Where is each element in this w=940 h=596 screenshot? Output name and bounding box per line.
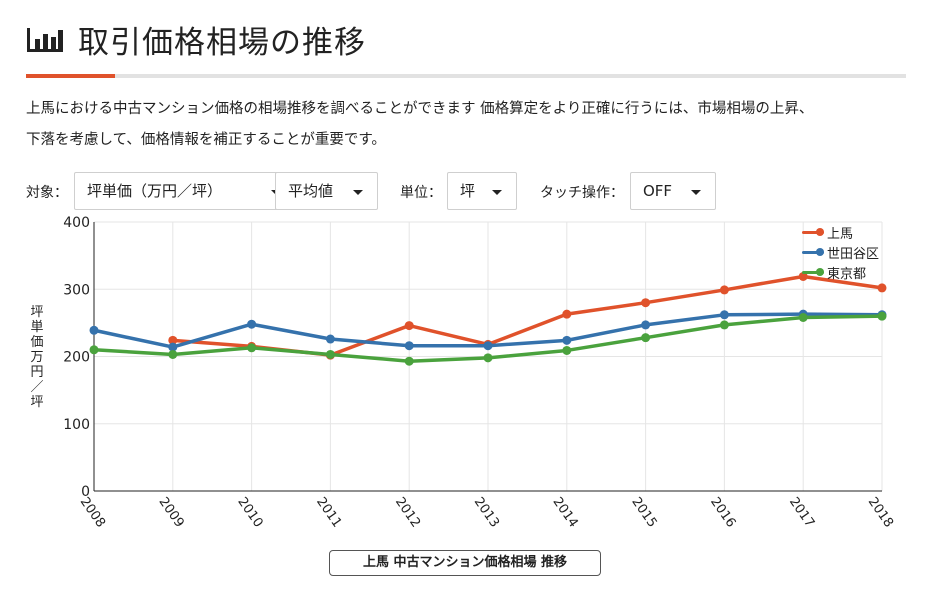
data-point-tokyo	[719, 320, 729, 330]
data-point-tokyo	[562, 345, 572, 355]
touch-select-value: OFF	[643, 182, 673, 200]
data-point-setagaya	[641, 320, 651, 330]
data-point-kamiuma	[877, 283, 887, 293]
legend-label-kamiuma: 上馬	[827, 226, 854, 242]
data-point-setagaya	[483, 341, 493, 351]
page-header: 取引価格相場の推移	[26, 14, 366, 64]
data-point-setagaya	[325, 334, 335, 344]
x-tick-label: 2014	[550, 495, 581, 531]
legend-swatch-setagaya	[802, 246, 824, 258]
chart-legend: 上馬 世田谷区 東京都	[802, 222, 879, 282]
data-point-setagaya	[247, 319, 257, 329]
legend-swatch-kamiuma	[802, 226, 824, 238]
y-tick-label: 300	[63, 282, 90, 298]
y-tick-label: 0	[81, 484, 90, 500]
y-tick-label: 100	[63, 417, 90, 433]
y-tick-label: 400	[63, 215, 90, 231]
legend-swatch-tokyo	[802, 266, 824, 278]
data-point-setagaya	[719, 310, 729, 320]
data-point-tokyo	[877, 311, 887, 321]
data-point-tokyo	[641, 333, 651, 343]
x-tick-label: 2013	[471, 495, 502, 531]
description-line-2: 下落を考慮して、価格情報を補正することが重要です。	[26, 132, 386, 148]
target-select[interactable]: 坪単価（万円／坪）	[74, 172, 296, 210]
x-tick-label: 2008	[77, 495, 108, 531]
data-point-setagaya	[562, 335, 572, 345]
page-title: 取引価格相場の推移	[78, 24, 366, 61]
data-point-tokyo	[483, 353, 493, 363]
x-tick-label: 2009	[156, 495, 187, 531]
y-axis-label: 坪単価 万円／坪	[28, 305, 56, 410]
data-point-kamiuma	[562, 309, 572, 319]
title-divider-accent	[26, 74, 115, 78]
x-tick-label: 2017	[786, 495, 817, 531]
y-tick-label: 200	[63, 350, 90, 366]
touch-select[interactable]: OFF	[630, 172, 716, 210]
touch-label: タッチ操作：	[540, 185, 624, 201]
chevron-down-icon	[691, 190, 701, 195]
data-point-tokyo	[798, 312, 808, 322]
data-point-tokyo	[247, 343, 257, 353]
legend-label-tokyo: 東京都	[827, 266, 867, 282]
x-tick-label: 2015	[628, 495, 659, 531]
x-tick-label: 2018	[865, 495, 896, 531]
target-select-value: 坪単価（万円／坪）	[87, 182, 223, 200]
chart-controls: 対象： 坪単価（万円／坪） 平均値 単位： 坪 タッチ操作： OFF	[26, 172, 926, 212]
legend-item-kamiuma[interactable]: 上馬	[802, 222, 879, 242]
target-label: 対象：	[26, 185, 68, 201]
data-point-kamiuma	[798, 271, 808, 281]
description-line-1: 上馬における中古マンション価格の相場推移を調べることができます 価格算定をより正…	[26, 101, 814, 117]
data-point-tokyo	[168, 349, 178, 359]
unit-label: 単位：	[400, 185, 442, 201]
data-point-setagaya	[89, 325, 99, 335]
data-point-kamiuma	[168, 335, 178, 345]
x-tick-label: 2010	[234, 495, 265, 531]
stat-select-value: 平均値	[288, 182, 334, 200]
unit-select[interactable]: 坪	[447, 172, 517, 210]
y-axis-label-text: 坪単価 万円／坪	[30, 305, 57, 410]
data-point-setagaya	[168, 342, 178, 352]
chevron-down-icon	[353, 190, 363, 195]
chart-title: 上馬 中古マンション価格相場 推移	[329, 550, 601, 576]
data-point-tokyo	[89, 345, 99, 355]
legend-item-setagaya[interactable]: 世田谷区	[802, 242, 879, 262]
data-point-tokyo	[404, 356, 414, 366]
x-tick-label: 2011	[313, 495, 344, 531]
x-tick-label: 2016	[707, 495, 738, 531]
legend-item-tokyo[interactable]: 東京都	[802, 262, 879, 282]
data-point-kamiuma	[719, 285, 729, 295]
bar-chart-icon	[26, 24, 64, 54]
data-point-setagaya	[404, 341, 414, 351]
data-point-tokyo	[325, 349, 335, 359]
data-point-kamiuma	[404, 321, 414, 331]
legend-label-setagaya: 世田谷区	[827, 246, 880, 262]
unit-select-value: 坪	[460, 182, 476, 200]
x-tick-label: 2012	[392, 495, 423, 531]
description: 上馬における中古マンション価格の相場推移を調べることができます 価格算定をより正…	[26, 94, 916, 156]
title-divider	[26, 74, 906, 78]
stat-select[interactable]: 平均値	[275, 172, 378, 210]
chevron-down-icon	[492, 190, 502, 195]
data-point-kamiuma	[641, 298, 651, 308]
